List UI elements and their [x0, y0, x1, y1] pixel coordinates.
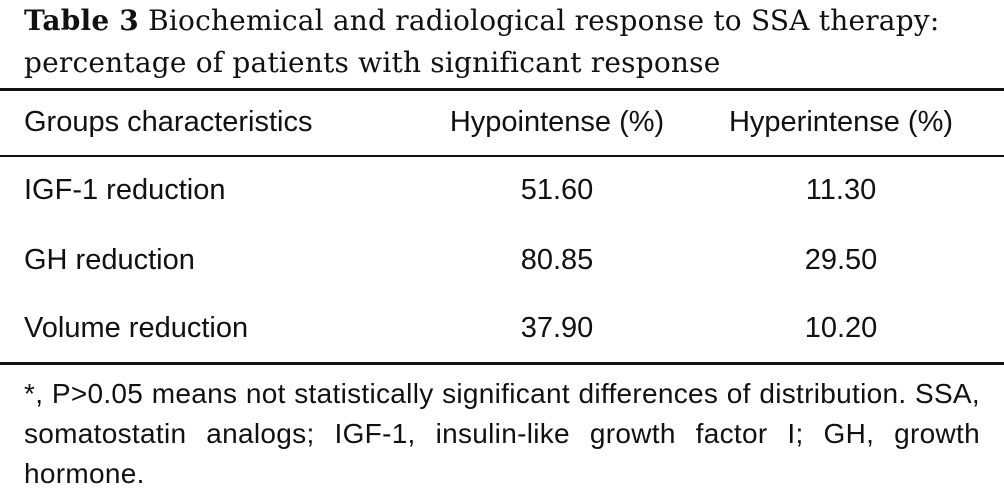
row-label-gh: GH reduction	[24, 244, 195, 276]
table-caption: Table 3 Biochemical and radiological res…	[24, 0, 984, 84]
cell-hypointense-volume: 37.90	[520, 312, 594, 344]
cell-hypointense-gh: 80.85	[520, 244, 594, 276]
cell-hypointense-igf1: 51.60	[520, 174, 594, 206]
cell-hyperintense-igf1: 11.30	[805, 174, 877, 206]
table-top-rule	[0, 88, 1004, 91]
table-bottom-rule	[0, 362, 1004, 365]
table-footnote: *, P>0.05 means not statistically signif…	[24, 378, 980, 489]
column-header-groups: Groups characteristics	[24, 106, 313, 138]
row-label-igf1: IGF-1 reduction	[24, 174, 226, 206]
row-label-volume: Volume reduction	[24, 312, 249, 344]
column-header-hyperintense: Hyperintense (%)	[728, 106, 954, 138]
cell-hyperintense-gh: 29.50	[804, 244, 878, 276]
table-title: Biochemical and radiological response to…	[24, 4, 940, 79]
table-header-rule	[0, 155, 1004, 157]
table-label: Table 3	[24, 4, 139, 37]
cell-hyperintense-volume: 10.20	[804, 312, 878, 344]
column-header-hypointense: Hypointense (%)	[449, 106, 665, 138]
